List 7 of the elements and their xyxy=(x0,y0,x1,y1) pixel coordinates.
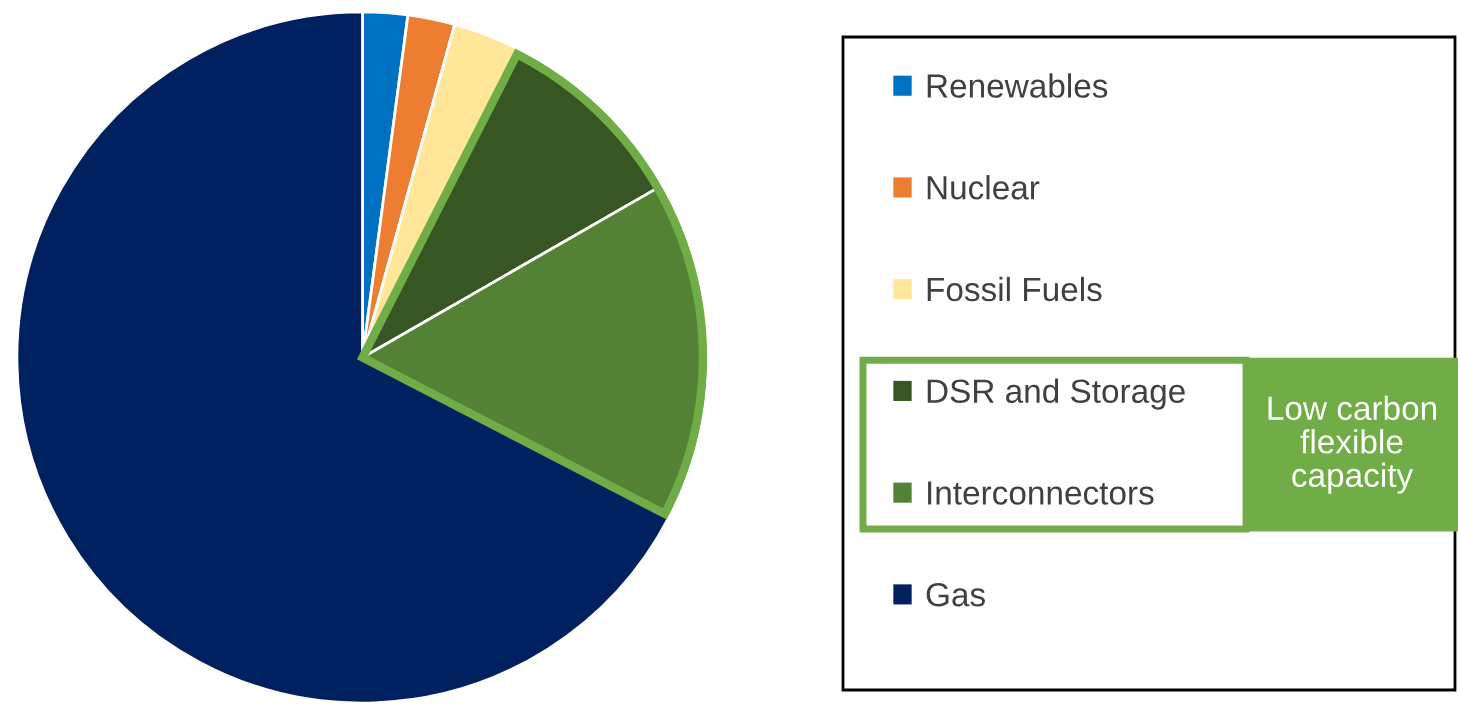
legend-label: Nuclear xyxy=(927,175,1040,200)
legend-label: Fossil Fuels xyxy=(927,276,1102,302)
legend-label: Renewables xyxy=(927,73,1108,98)
legend-label: Interconnectors xyxy=(928,481,1154,505)
text: Low carbon flexible capacity xyxy=(1268,395,1437,494)
legend-label: DSR and Storage xyxy=(927,378,1185,410)
legend-label: Gas xyxy=(926,582,985,607)
